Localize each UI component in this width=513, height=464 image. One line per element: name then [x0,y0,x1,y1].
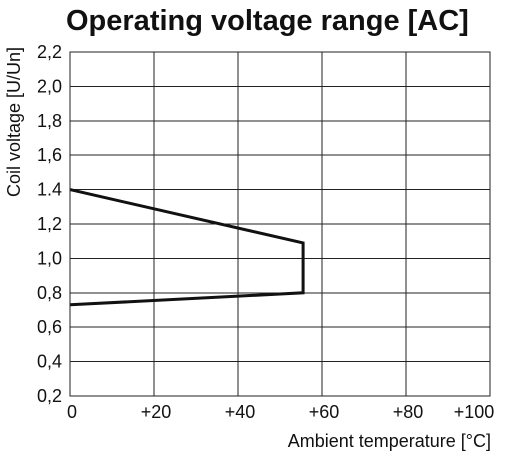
y-tick-label: 0,4 [37,352,62,372]
y-axis-ticks: 0,2 0,4 0,6 0,8 1,0 1,2 1.4 1,6 1,8 2,0 2,2 [37,42,62,406]
y-axis-label: Coil voltage [U/Un] [4,47,24,197]
x-tick-label: +40 [225,402,256,422]
y-tick-label: 0,2 [37,386,62,406]
x-tick-label: +60 [309,402,340,422]
chart-grid [70,52,490,396]
y-tick-label: 2,0 [37,76,62,96]
voltage-range-line [69,188,305,307]
y-tick-label: 1,8 [37,111,62,131]
x-tick-label: +80 [393,402,424,422]
y-tick-label: 1,0 [37,248,62,268]
y-tick-label: 0,6 [37,317,62,337]
plot-frame [69,51,491,397]
y-tick-label: 0,8 [37,283,62,303]
y-tick-label: 1,2 [37,214,62,234]
y-tick-label: 1.4 [37,180,62,200]
y-tick-label: 2,2 [37,42,62,62]
x-tick-label: +100 [454,402,495,422]
x-tick-label: +20 [141,402,172,422]
y-tick-label: 1,6 [37,145,62,165]
chart-title: Operating voltage range [AC] [66,5,469,37]
x-tick-label: 0 [67,402,77,422]
data-series [69,188,305,307]
x-axis-label: Ambient temperature [°C] [288,431,491,451]
x-axis-ticks: 0 +20 +40 +60 +80 +100 [67,402,494,422]
